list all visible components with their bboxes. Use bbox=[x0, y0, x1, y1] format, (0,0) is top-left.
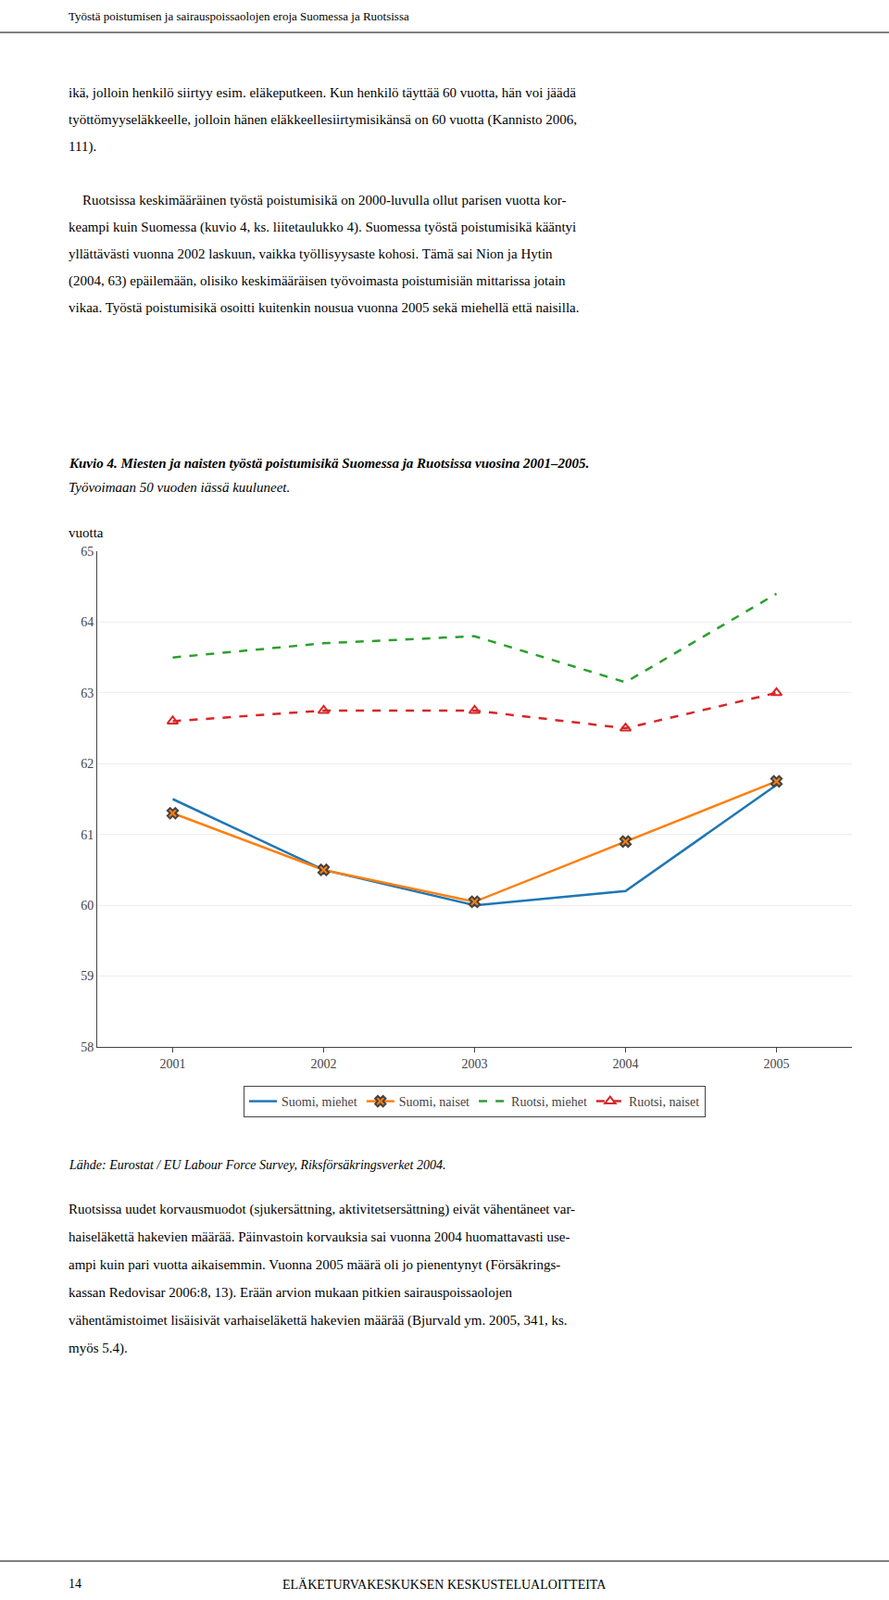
svg-text:ELÄKETURVAKESKUKSEN KESKUSTELU: ELÄKETURVAKESKUKSEN KESKUSTELUALOITTEITA bbox=[282, 1576, 607, 1591]
svg-text:62: 62 bbox=[80, 756, 94, 771]
svg-text:58: 58 bbox=[80, 1039, 94, 1054]
svg-text:61: 61 bbox=[80, 827, 94, 842]
svg-text:Ruotsissa keskimääräinen työst: Ruotsissa keskimääräinen työstä poistumi… bbox=[68, 192, 567, 208]
svg-text:Ruotsissa uudet korvausmuodot: Ruotsissa uudet korvausmuodot (sjukersät… bbox=[68, 1201, 576, 1217]
svg-text:vuotta: vuotta bbox=[68, 525, 104, 540]
svg-text:Ruotsi, naiset: Ruotsi, naiset bbox=[628, 1094, 700, 1109]
svg-text:64: 64 bbox=[80, 614, 94, 629]
svg-text:yllättävästi vuonna 2002 lasku: yllättävästi vuonna 2002 laskuun, vaikka… bbox=[68, 246, 553, 262]
svg-text:14: 14 bbox=[68, 1576, 82, 1591]
svg-text:ampi kuin pari vuotta aikaisem: ampi kuin pari vuotta aikaisemmin. Vuonn… bbox=[68, 1256, 561, 1273]
svg-text:työttömyyseläkkeelle, jolloin: työttömyyseläkkeelle, jolloin hänen eläk… bbox=[68, 112, 577, 128]
svg-text:haiseläkettä hakevien määrää.: haiseläkettä hakevien määrää. Päinvastoi… bbox=[68, 1228, 571, 1244]
svg-text:Kuvio 4. Miesten ja naisten ty: Kuvio 4. Miesten ja naisten työstä poist… bbox=[68, 455, 589, 471]
svg-text:Työvoimaan 50 vuoden iässä kuu: Työvoimaan 50 vuoden iässä kuuluneet. bbox=[68, 479, 290, 495]
svg-text:Työstä poistumisen ja sairausp: Työstä poistumisen ja sairauspoissaoloje… bbox=[68, 9, 410, 24]
svg-text:myös 5.4).: myös 5.4). bbox=[68, 1339, 128, 1356]
svg-text:2003: 2003 bbox=[462, 1056, 489, 1071]
svg-text:Ruotsi, miehet: Ruotsi, miehet bbox=[511, 1094, 588, 1109]
svg-text:2001: 2001 bbox=[160, 1056, 187, 1071]
svg-text:2002: 2002 bbox=[311, 1056, 338, 1071]
svg-text:(2004, 63) epäilemään, olisiko: (2004, 63) epäilemään, olisiko keskimäär… bbox=[68, 273, 566, 289]
svg-text:vikaa. Työstä poistumisikä oso: vikaa. Työstä poistumisikä osoitti kuite… bbox=[68, 300, 580, 315]
svg-text:2005: 2005 bbox=[763, 1056, 790, 1071]
svg-text:vähentämistoimet lisäisivät va: vähentämistoimet lisäisivät varhaiseläke… bbox=[68, 1312, 568, 1328]
svg-text:Suomi, naiset: Suomi, naiset bbox=[399, 1094, 470, 1109]
svg-text:ikä, jolloin henkilö siirtyy e: ikä, jolloin henkilö siirtyy esim. eläke… bbox=[68, 85, 576, 101]
svg-text:Suomi, miehet: Suomi, miehet bbox=[281, 1094, 358, 1109]
svg-text:65: 65 bbox=[80, 544, 94, 559]
svg-text:60: 60 bbox=[80, 898, 94, 913]
svg-text:kassan Redovisar 2006:8, 13).: kassan Redovisar 2006:8, 13). Erään arvi… bbox=[68, 1284, 514, 1301]
svg-text:111).: 111). bbox=[68, 138, 97, 155]
svg-text:Lähde: Eurostat / EU Labour Fo: Lähde: Eurostat / EU Labour Force Survey… bbox=[68, 1157, 446, 1172]
svg-text:2004: 2004 bbox=[613, 1056, 639, 1071]
svg-text:keampi kuin Suomessa (kuvio 4,: keampi kuin Suomessa (kuvio 4, ks. liite… bbox=[68, 219, 576, 236]
svg-text:59: 59 bbox=[80, 968, 94, 983]
svg-text:63: 63 bbox=[80, 686, 94, 701]
